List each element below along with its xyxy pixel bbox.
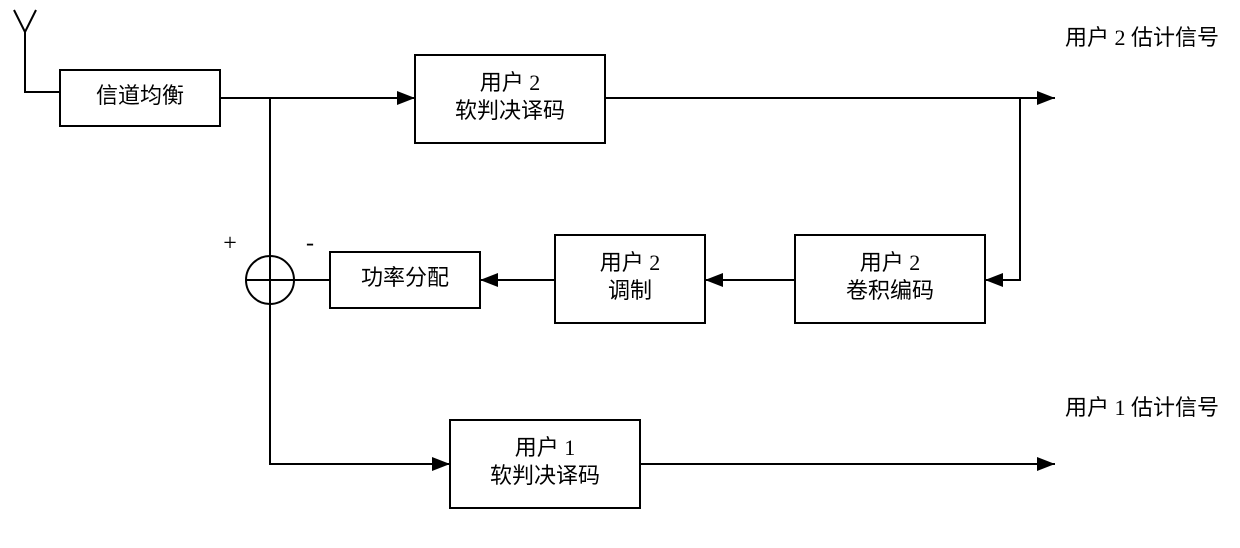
summer-plus: +: [223, 231, 237, 257]
node-u2_conv-line0: 用户 2: [860, 250, 921, 275]
edge-out-to-conv: [985, 98, 1020, 280]
node-u2_soft-line0: 用户 2: [480, 70, 541, 95]
arrowhead: [397, 91, 415, 105]
arrowhead: [432, 457, 450, 471]
node-u1_soft-line0: 用户 1: [515, 435, 576, 460]
arrowhead: [705, 273, 723, 287]
arrowhead: [1037, 457, 1055, 471]
arrowhead: [480, 273, 498, 287]
node-pwr-line0: 功率分配: [361, 265, 449, 290]
node-u2_mod-line0: 用户 2: [600, 250, 661, 275]
edge-sum-to-u1soft: [270, 304, 450, 464]
node-u2_conv-line1: 卷积编码: [846, 278, 934, 303]
node-u2_conv: 用户 2 卷积编码: [795, 235, 985, 323]
output-user1-label: 用户 1 估计信号: [1065, 395, 1219, 420]
node-u2_soft: 用户 2 软判决译码: [415, 55, 605, 143]
node-u2_mod: 用户 2 调制: [555, 235, 705, 323]
antenna-icon: [14, 10, 60, 92]
summing-junction: +-: [223, 231, 314, 305]
node-chan_eq-line0: 信道均衡: [96, 83, 184, 108]
node-u2_mod-line1: 调制: [608, 278, 652, 303]
output-user2-label: 用户 2 估计信号: [1065, 25, 1219, 50]
summer-minus: -: [306, 231, 314, 257]
arrowhead: [1037, 91, 1055, 105]
node-u1_soft: 用户 1 软判决译码: [450, 420, 640, 508]
node-pwr: 功率分配: [330, 252, 480, 308]
node-u1_soft-line1: 软判决译码: [490, 463, 600, 488]
arrowhead: [985, 273, 1003, 287]
node-chan_eq: 信道均衡: [60, 70, 220, 126]
node-u2_soft-line1: 软判决译码: [455, 98, 565, 123]
